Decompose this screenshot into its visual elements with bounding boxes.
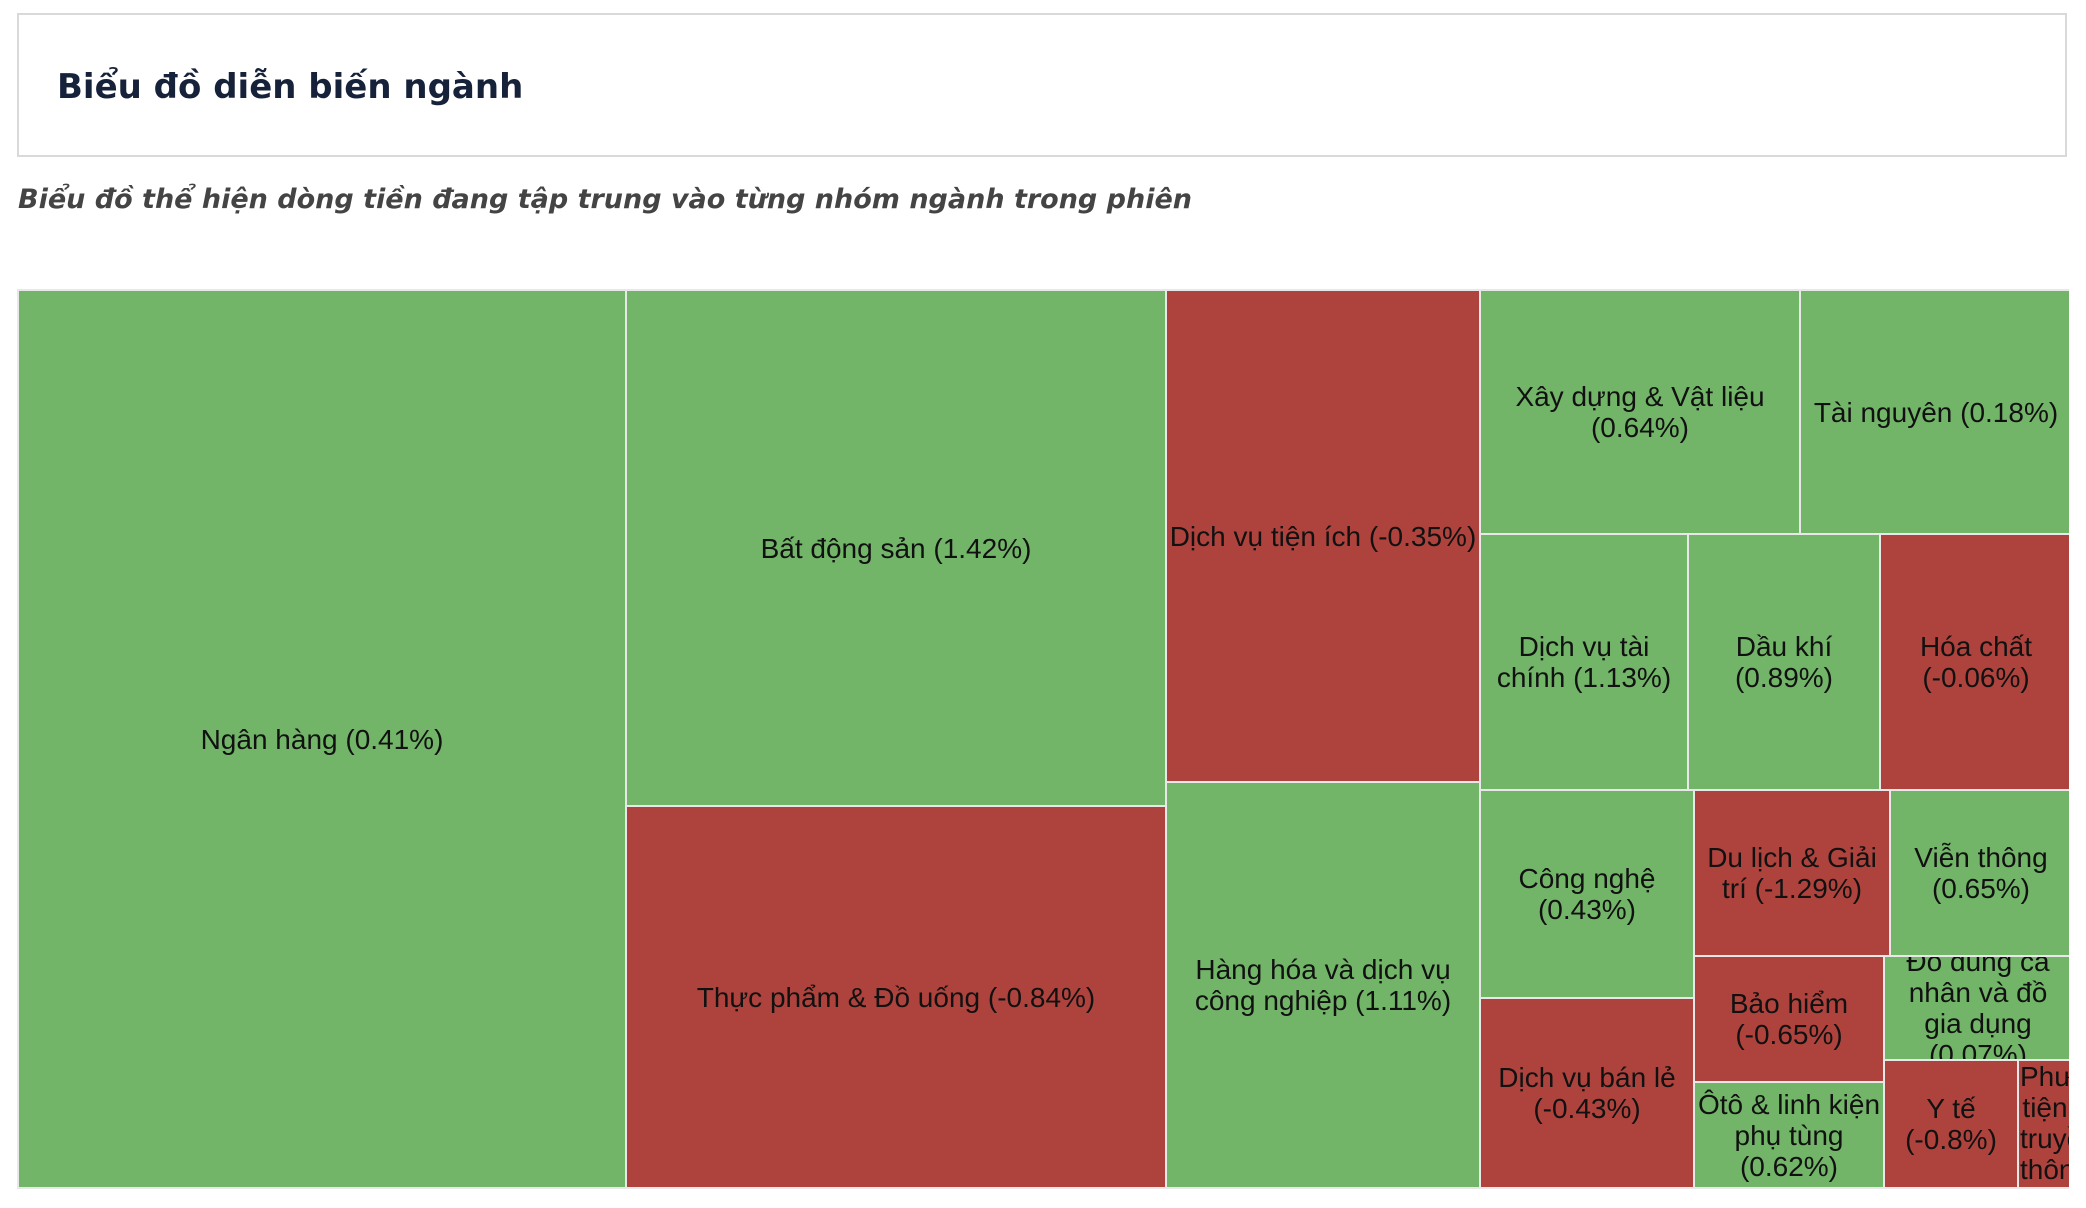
chart-subtitle: Biểu đồ thể hiện dòng tiền đang tập trun… <box>18 184 1192 215</box>
treemap-tile-label: Hóa chất (-0.06%) <box>1919 631 2033 693</box>
treemap-tile[interactable]: Xây dựng & Vật liệu (0.64%) <box>1479 289 1801 535</box>
treemap-tile-label: Công nghệ (0.43%) <box>1518 863 1656 925</box>
treemap-tile[interactable]: Hàng hóa và dịch vụ công nghiệp (1.11%) <box>1165 781 1481 1189</box>
treemap-tile[interactable]: Dầu khí (0.89%) <box>1687 533 1881 791</box>
treemap-tile-label: Dịch vụ tài chính (1.13%) <box>1496 631 1672 693</box>
treemap-tile[interactable]: Công nghệ (0.43%) <box>1479 789 1695 999</box>
treemap-tile[interactable]: Phương tiện truyền thông (-0.5%) <box>2017 1059 2069 1189</box>
treemap-tile-label: Dịch vụ bán lẻ (-0.43%) <box>1498 1062 1676 1124</box>
treemap-tile[interactable]: Đồ dùng cá nhân và đồ gia dụng (0.07%) <box>1883 955 2069 1061</box>
treemap-tile-label: Xây dựng & Vật liệu (0.64%) <box>1515 381 1765 443</box>
treemap-tile[interactable]: Dịch vụ bán lẻ (-0.43%) <box>1479 997 1695 1189</box>
treemap-tile-label: Thực phẩm & Đồ uống (-0.84%) <box>696 981 1096 1013</box>
treemap-tile[interactable]: Tài nguyên (0.18%) <box>1799 289 2069 535</box>
treemap-tile-label: Dầu khí (0.89%) <box>1734 631 1834 693</box>
treemap-tile-label: Đồ dùng cá nhân và đồ gia dụng (0.07%) <box>1906 955 2050 1061</box>
treemap-tile[interactable]: Bảo hiểm (-0.65%) <box>1693 955 1885 1083</box>
treemap-tile[interactable]: Du lịch & Giải trí (-1.29%) <box>1693 789 1891 957</box>
treemap-tile-label: Ôtô & linh kiện phụ tùng (0.62%) <box>1697 1088 1881 1182</box>
sector-treemap: Ngân hàng (0.41%) Bất động sản (1.42%) Thự… <box>17 289 2069 1189</box>
chart-title: Biểu đồ diễn biến ngành <box>57 67 524 107</box>
treemap-tile[interactable]: Ôtô & linh kiện phụ tùng (0.62%) <box>1693 1081 1885 1189</box>
treemap-tile-label: Hàng hóa và dịch vụ công nghiệp (1.11%) <box>1194 954 1452 1016</box>
treemap-tile[interactable]: Bất động sản (1.42%) <box>625 289 1167 807</box>
treemap-tile-label: Tài nguyên (0.18%) <box>1813 396 2059 428</box>
treemap-tile[interactable]: Dịch vụ tiện ích (-0.35%) <box>1165 289 1481 783</box>
treemap-tile-label: Y tế (-0.8%) <box>1905 1093 1997 1155</box>
treemap-tile-label: Phương tiện truyền thông (-0.5%) <box>2020 1061 2069 1187</box>
treemap-tile[interactable]: Hóa chất (-0.06%) <box>1879 533 2069 791</box>
chart-header-card: Biểu đồ diễn biến ngành <box>17 13 2067 157</box>
treemap-tile-label: Bảo hiểm (-0.65%) <box>1729 988 1849 1050</box>
treemap-tile[interactable]: Viễn thông (0.65%) <box>1889 789 2069 957</box>
treemap-tile-label: Dịch vụ tiện ích (-0.35%) <box>1169 520 1477 552</box>
treemap-tile[interactable]: Ngân hàng (0.41%) <box>17 289 627 1189</box>
treemap-tile-label: Du lịch & Giải trí (-1.29%) <box>1707 842 1877 904</box>
treemap-tile-label: Bất động sản (1.42%) <box>760 532 1032 564</box>
treemap-tile[interactable]: Dịch vụ tài chính (1.13%) <box>1479 533 1689 791</box>
treemap-tile-label: Ngân hàng (0.41%) <box>200 723 444 755</box>
treemap-tile[interactable]: Y tế (-0.8%) <box>1883 1059 2019 1189</box>
treemap-tile-label: Viễn thông (0.65%) <box>1914 842 2048 904</box>
treemap-tile[interactable]: Thực phẩm & Đồ uống (-0.84%) <box>625 805 1167 1189</box>
